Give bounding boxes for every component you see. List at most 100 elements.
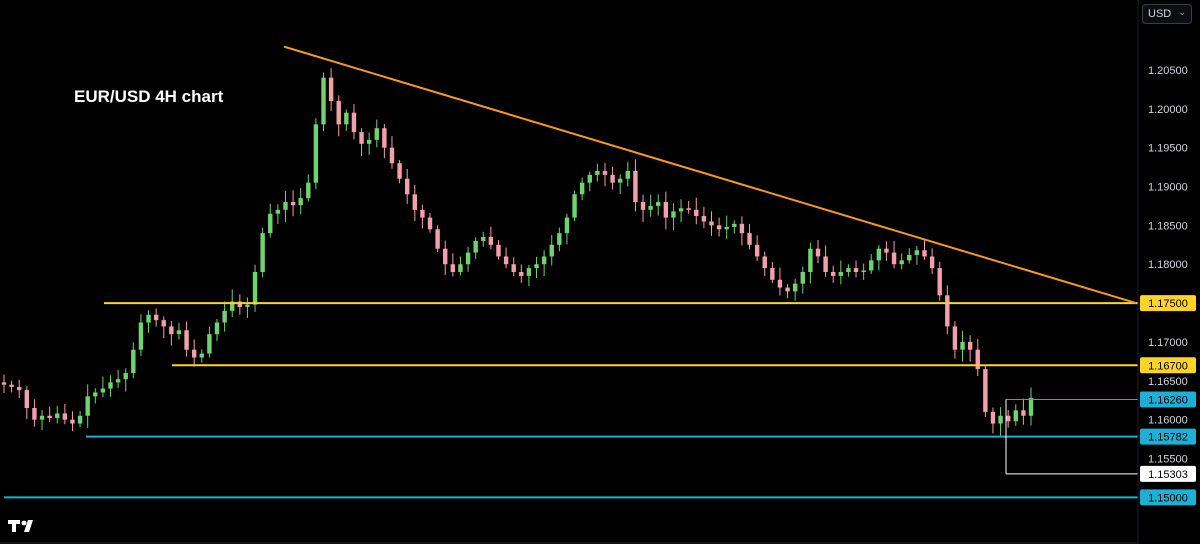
candle — [503, 247, 509, 269]
candle-body — [344, 112, 349, 125]
candle — [214, 318, 220, 342]
candle — [1005, 410, 1011, 428]
candle-body — [230, 301, 235, 311]
candle-body — [640, 202, 646, 210]
candle — [108, 375, 113, 397]
candle-body — [534, 264, 539, 269]
candle-body — [306, 182, 311, 199]
candle-body — [313, 124, 319, 183]
candle — [245, 297, 250, 318]
candle — [899, 253, 904, 270]
candle-body — [633, 170, 638, 203]
candle — [100, 376, 106, 398]
candle — [519, 264, 524, 283]
candle — [290, 190, 296, 217]
candle-body — [207, 334, 212, 354]
candle-body — [199, 353, 204, 358]
candle-body — [252, 272, 258, 305]
currency-label: USD — [1148, 8, 1172, 20]
candle — [983, 365, 988, 417]
currency-selector[interactable]: USD ⌄ — [1142, 4, 1192, 24]
candle — [161, 316, 166, 339]
candle-body — [823, 256, 828, 272]
candle — [275, 204, 281, 224]
price-tick-label: 1.15500 — [1148, 454, 1188, 466]
candle-body — [564, 217, 570, 234]
candle-body — [1028, 397, 1034, 416]
candle — [1013, 404, 1018, 426]
candle — [846, 264, 851, 277]
candle-body — [701, 216, 707, 222]
candle-body — [473, 240, 478, 253]
candle — [313, 118, 319, 190]
price-tick-label: 1.18000 — [1148, 259, 1188, 271]
candle-body — [222, 310, 227, 323]
candle — [610, 166, 615, 190]
price-tick-label: 1.18500 — [1148, 220, 1188, 232]
candle — [374, 119, 379, 148]
candle — [511, 257, 516, 277]
candle — [792, 278, 798, 301]
candle — [260, 227, 265, 278]
candle — [732, 220, 737, 234]
candle-body — [420, 209, 425, 218]
candle-body — [39, 415, 45, 420]
candle — [146, 310, 151, 333]
candle-body — [907, 254, 912, 261]
candle — [671, 203, 676, 230]
candle — [32, 399, 37, 427]
candle-body — [945, 295, 950, 327]
candle — [336, 95, 341, 137]
candlestick-series — [1, 68, 1034, 436]
candle-body — [990, 411, 996, 424]
candle-body — [1021, 410, 1026, 416]
candle-body — [519, 272, 524, 276]
candle-body — [382, 128, 387, 148]
candle — [686, 201, 691, 214]
candle — [344, 109, 349, 131]
descending-trendline[interactable] — [283, 45, 1137, 305]
candle-body — [115, 379, 121, 383]
candle — [785, 284, 790, 299]
candle — [199, 349, 204, 363]
candle-body — [503, 256, 509, 265]
price-tick-label: 1.19500 — [1148, 143, 1188, 155]
candle-body — [770, 268, 775, 280]
price-label: 1.16700 — [1140, 357, 1196, 374]
candle — [420, 204, 425, 229]
candle — [328, 68, 334, 112]
candle — [891, 241, 897, 269]
candle — [648, 194, 653, 217]
candle-body — [321, 77, 326, 125]
candle — [709, 211, 714, 236]
candle-body — [138, 322, 144, 350]
candle-body — [328, 77, 334, 102]
candle — [222, 301, 227, 332]
candle — [123, 368, 128, 392]
candle — [808, 242, 813, 284]
candle — [252, 264, 258, 312]
candle — [47, 406, 52, 422]
candle — [914, 245, 920, 265]
price-tick-label: 1.17000 — [1148, 337, 1188, 349]
candle — [184, 321, 189, 357]
candle-body — [952, 326, 958, 350]
candle-body — [108, 382, 113, 389]
candle-body — [663, 202, 669, 218]
candle-body — [595, 170, 600, 175]
candle — [488, 226, 494, 250]
candle-body — [427, 217, 433, 230]
candle-body — [853, 268, 859, 272]
candle — [656, 194, 661, 216]
candle-body — [762, 256, 767, 269]
price-labels: 1.17500 1.16700 1.16260 1.15782 1.15303 1.150… — [1140, 295, 1196, 506]
candle-body — [283, 202, 288, 210]
candle — [770, 262, 775, 284]
candle-body — [184, 330, 189, 350]
candle — [24, 386, 30, 420]
candle-body — [831, 272, 836, 276]
candle — [435, 225, 440, 252]
candle-body — [579, 182, 585, 195]
candle — [838, 260, 844, 285]
